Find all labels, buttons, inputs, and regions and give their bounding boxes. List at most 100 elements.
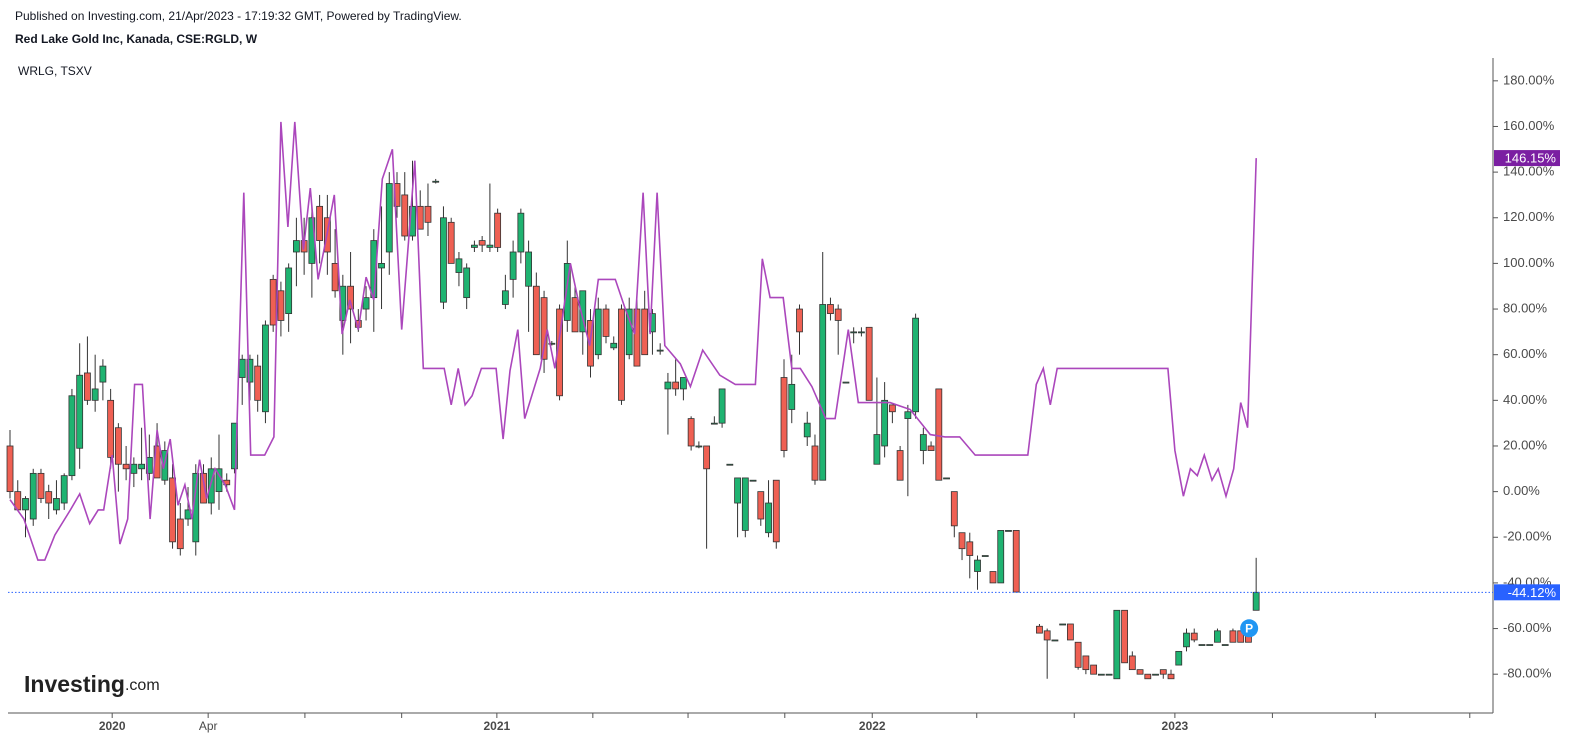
candle-body	[84, 372, 91, 401]
candle-body	[780, 377, 788, 451]
candle-body	[1167, 673, 1175, 680]
candle-body	[347, 285, 354, 310]
candle-body	[1206, 644, 1214, 646]
candle-body	[1152, 673, 1159, 676]
candle-body	[734, 477, 741, 504]
candle-body	[107, 399, 115, 458]
candle-body	[53, 498, 60, 511]
candle-body	[1198, 644, 1206, 646]
candle-body	[1252, 591, 1260, 611]
brand-main: Investing	[24, 671, 125, 697]
candle-body	[1090, 664, 1098, 675]
candle-body	[440, 217, 447, 303]
candle-body	[981, 555, 989, 557]
candle-body	[1159, 669, 1167, 675]
candle-body	[1229, 630, 1237, 643]
candle-body	[378, 263, 385, 269]
candle-body	[563, 263, 571, 321]
candle-body	[796, 308, 803, 333]
candle-body	[834, 308, 842, 321]
candle-body	[277, 290, 285, 321]
y-tick-label: 60.00%	[1503, 346, 1548, 361]
candle-body	[517, 212, 525, 253]
candle-body	[1005, 530, 1012, 532]
candle-body	[788, 383, 796, 410]
candle-body	[231, 422, 238, 470]
brand-suffix: .com	[125, 677, 160, 694]
candle-body	[618, 308, 625, 401]
candle-body	[1175, 650, 1183, 666]
candle-body	[656, 349, 664, 352]
candle-body	[827, 304, 834, 315]
candle-body	[927, 445, 935, 451]
candle-body	[1136, 669, 1144, 675]
candle-body	[494, 212, 502, 248]
candle-body	[1066, 623, 1074, 641]
candle-body	[238, 358, 246, 378]
x-tick-label: Apr	[199, 719, 218, 733]
candle-body	[138, 463, 145, 470]
candle-body	[749, 479, 757, 482]
candle-body	[974, 559, 981, 572]
candle-body	[45, 491, 53, 504]
candle-body	[501, 290, 509, 305]
annotation-marker	[1240, 619, 1259, 638]
candle-body	[91, 388, 99, 401]
candle-body	[741, 477, 749, 531]
candle-body	[37, 472, 45, 499]
chart-title: Red Lake Gold Inc, Kanada, CSE:RGLD, W	[15, 32, 258, 46]
compare-line	[9, 121, 1257, 561]
candle-body	[726, 463, 734, 466]
candle-body	[625, 308, 633, 356]
candle-body	[525, 251, 532, 287]
y-tick-label: 100.00%	[1503, 255, 1555, 270]
x-tick-label: 2023	[1162, 719, 1189, 733]
candle-body	[29, 472, 37, 520]
candle-body	[432, 180, 440, 183]
annotation-label: P	[1245, 621, 1253, 635]
candle-body	[594, 308, 602, 356]
y-tick-label: 0.00%	[1503, 483, 1540, 498]
y-tick-label: 20.00%	[1503, 437, 1548, 452]
y-tick-label: 80.00%	[1503, 300, 1548, 315]
value-badge	[1494, 584, 1560, 601]
candle-body	[1059, 623, 1067, 626]
candle-body	[6, 445, 14, 493]
candle-body	[316, 205, 324, 241]
candle-body	[695, 445, 703, 448]
candle-body	[130, 463, 138, 474]
candle-body	[664, 381, 672, 390]
candle-body	[1214, 630, 1221, 643]
y-tick-label: 160.00%	[1503, 118, 1555, 133]
candle-body	[950, 491, 958, 527]
candle-body	[1036, 625, 1043, 634]
candle-body	[873, 434, 881, 465]
candle-body	[672, 381, 680, 390]
candle-body	[486, 244, 494, 248]
x-tick-label: 2020	[99, 719, 126, 733]
candle-body	[842, 381, 850, 384]
candle-body	[912, 317, 919, 413]
candle-body	[710, 422, 718, 425]
candle-body	[509, 251, 517, 280]
candle-body	[463, 267, 471, 299]
candle-body	[943, 477, 950, 480]
candle-body	[1121, 609, 1128, 664]
candle-body	[68, 395, 76, 477]
plot-area	[6, 121, 1260, 680]
candle-body	[471, 244, 478, 248]
value-badge	[1494, 150, 1560, 167]
x-tick-label: 2021	[484, 719, 511, 733]
candle-body	[254, 365, 262, 401]
candle-body	[602, 308, 610, 337]
candle-body	[881, 399, 889, 447]
candle-body	[362, 297, 370, 310]
candle-body	[1144, 673, 1152, 680]
candle-body	[896, 450, 904, 481]
candle-body	[176, 518, 184, 550]
candle-body	[858, 331, 865, 334]
candle-body	[1113, 609, 1121, 680]
candle-body	[935, 388, 943, 481]
candle-body	[540, 297, 548, 360]
